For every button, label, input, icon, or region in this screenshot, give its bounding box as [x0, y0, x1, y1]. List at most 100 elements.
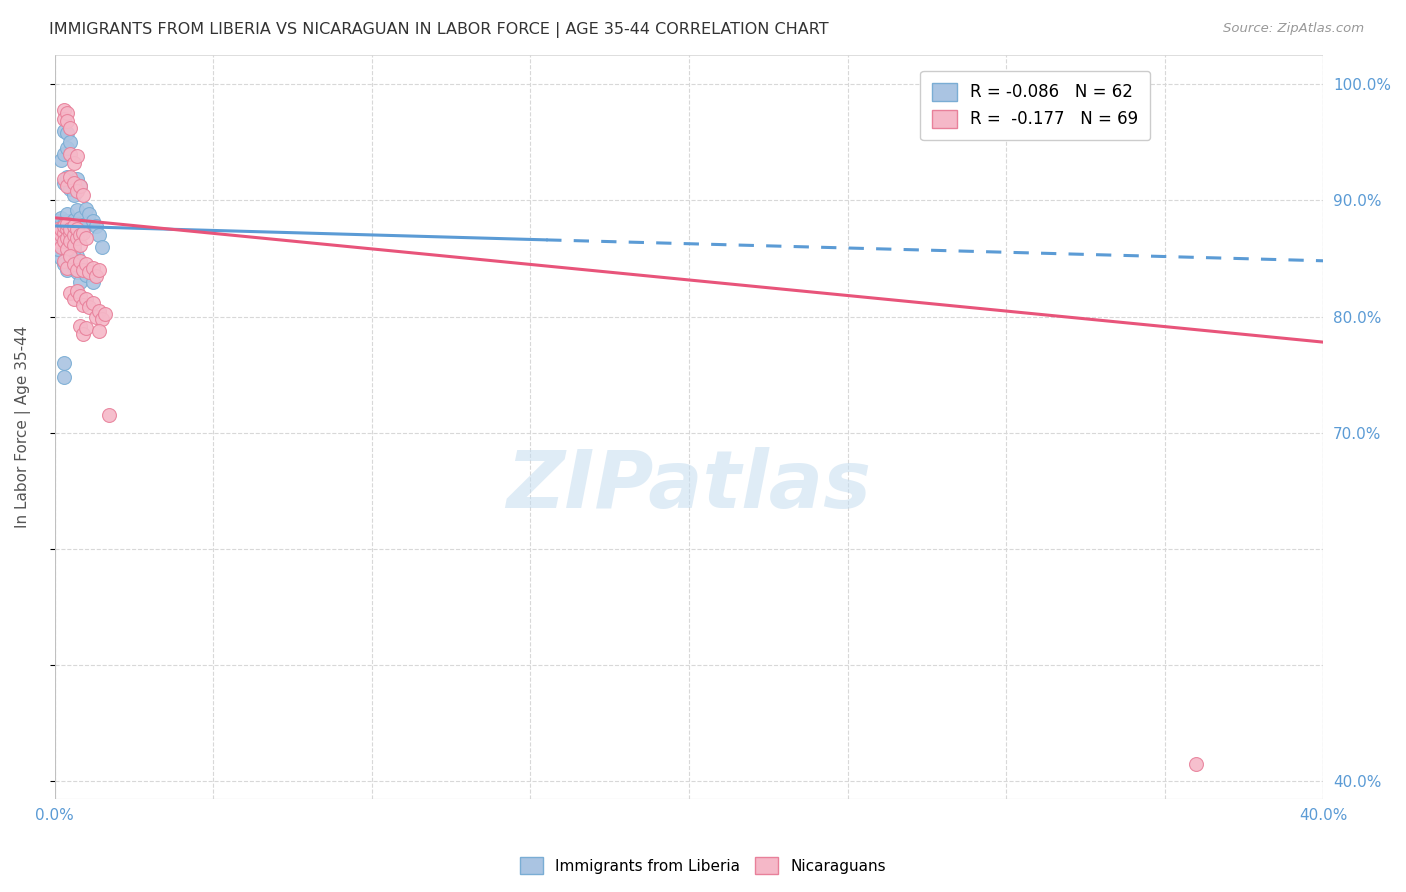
Point — [56, 207, 79, 221]
Point — [53, 370, 76, 384]
Point — [59, 182, 82, 196]
Point — [62, 257, 84, 271]
Point — [49, 237, 72, 252]
Point — [56, 126, 79, 140]
Point — [82, 214, 104, 228]
Point — [62, 228, 84, 243]
Point — [59, 226, 82, 240]
Point — [66, 149, 89, 163]
Point — [66, 249, 89, 263]
Point — [59, 286, 82, 301]
Point — [72, 326, 94, 341]
Point — [56, 222, 79, 236]
Point — [62, 220, 84, 235]
Text: ZIPatlas: ZIPatlas — [506, 448, 872, 525]
Point — [75, 202, 97, 216]
Point — [72, 260, 94, 275]
Point — [46, 234, 69, 248]
Legend: Immigrants from Liberia, Nicaraguans: Immigrants from Liberia, Nicaraguans — [513, 851, 893, 880]
Point — [59, 222, 82, 236]
Point — [56, 242, 79, 256]
Point — [59, 249, 82, 263]
Point — [56, 260, 79, 275]
Point — [49, 211, 72, 225]
Point — [53, 176, 76, 190]
Point — [62, 219, 84, 233]
Point — [56, 214, 79, 228]
Point — [72, 218, 94, 232]
Point — [69, 211, 91, 225]
Point — [56, 141, 79, 155]
Point — [46, 222, 69, 236]
Point — [62, 187, 84, 202]
Point — [66, 222, 89, 236]
Point — [56, 263, 79, 277]
Point — [56, 230, 79, 244]
Y-axis label: In Labor Force | Age 35-44: In Labor Force | Age 35-44 — [15, 326, 31, 528]
Point — [62, 213, 84, 227]
Point — [62, 260, 84, 274]
Point — [75, 217, 97, 231]
Point — [53, 234, 76, 248]
Point — [46, 222, 69, 236]
Point — [69, 179, 91, 194]
Point — [56, 114, 79, 128]
Point — [75, 268, 97, 282]
Point — [69, 179, 91, 194]
Point — [56, 179, 79, 194]
Point — [87, 228, 110, 243]
Point — [59, 147, 82, 161]
Point — [82, 260, 104, 275]
Point — [59, 222, 82, 236]
Point — [66, 184, 89, 198]
Point — [75, 230, 97, 244]
Point — [49, 222, 72, 236]
Point — [59, 121, 82, 136]
Point — [56, 222, 79, 236]
Point — [53, 112, 76, 126]
Point — [46, 214, 69, 228]
Point — [75, 292, 97, 306]
Point — [66, 172, 89, 186]
Point — [59, 217, 82, 231]
Point — [82, 275, 104, 289]
Point — [53, 123, 76, 137]
Text: IMMIGRANTS FROM LIBERIA VS NICARAGUAN IN LABOR FORCE | AGE 35-44 CORRELATION CHA: IMMIGRANTS FROM LIBERIA VS NICARAGUAN IN… — [49, 22, 828, 38]
Point — [62, 237, 84, 252]
Point — [53, 234, 76, 248]
Point — [69, 253, 91, 268]
Point — [66, 202, 89, 217]
Point — [53, 253, 76, 268]
Point — [62, 176, 84, 190]
Point — [49, 228, 72, 243]
Point — [79, 265, 101, 279]
Point — [53, 103, 76, 117]
Point — [56, 228, 79, 243]
Point — [94, 307, 117, 321]
Point — [87, 263, 110, 277]
Point — [53, 172, 76, 186]
Text: Source: ZipAtlas.com: Source: ZipAtlas.com — [1223, 22, 1364, 36]
Point — [69, 237, 91, 252]
Point — [84, 268, 107, 283]
Point — [59, 136, 82, 150]
Point — [62, 226, 84, 240]
Point — [66, 230, 89, 244]
Point — [69, 219, 91, 233]
Point — [49, 228, 72, 243]
Point — [53, 356, 76, 370]
Point — [59, 253, 82, 268]
Point — [69, 318, 91, 333]
Point — [66, 222, 89, 236]
Point — [97, 409, 120, 423]
Point — [53, 257, 76, 271]
Point — [53, 226, 76, 240]
Point — [66, 284, 89, 298]
Point — [75, 321, 97, 335]
Point — [53, 226, 76, 240]
Point — [59, 170, 82, 185]
Point — [62, 156, 84, 170]
Point — [82, 295, 104, 310]
Point — [46, 242, 69, 256]
Point — [1185, 756, 1208, 771]
